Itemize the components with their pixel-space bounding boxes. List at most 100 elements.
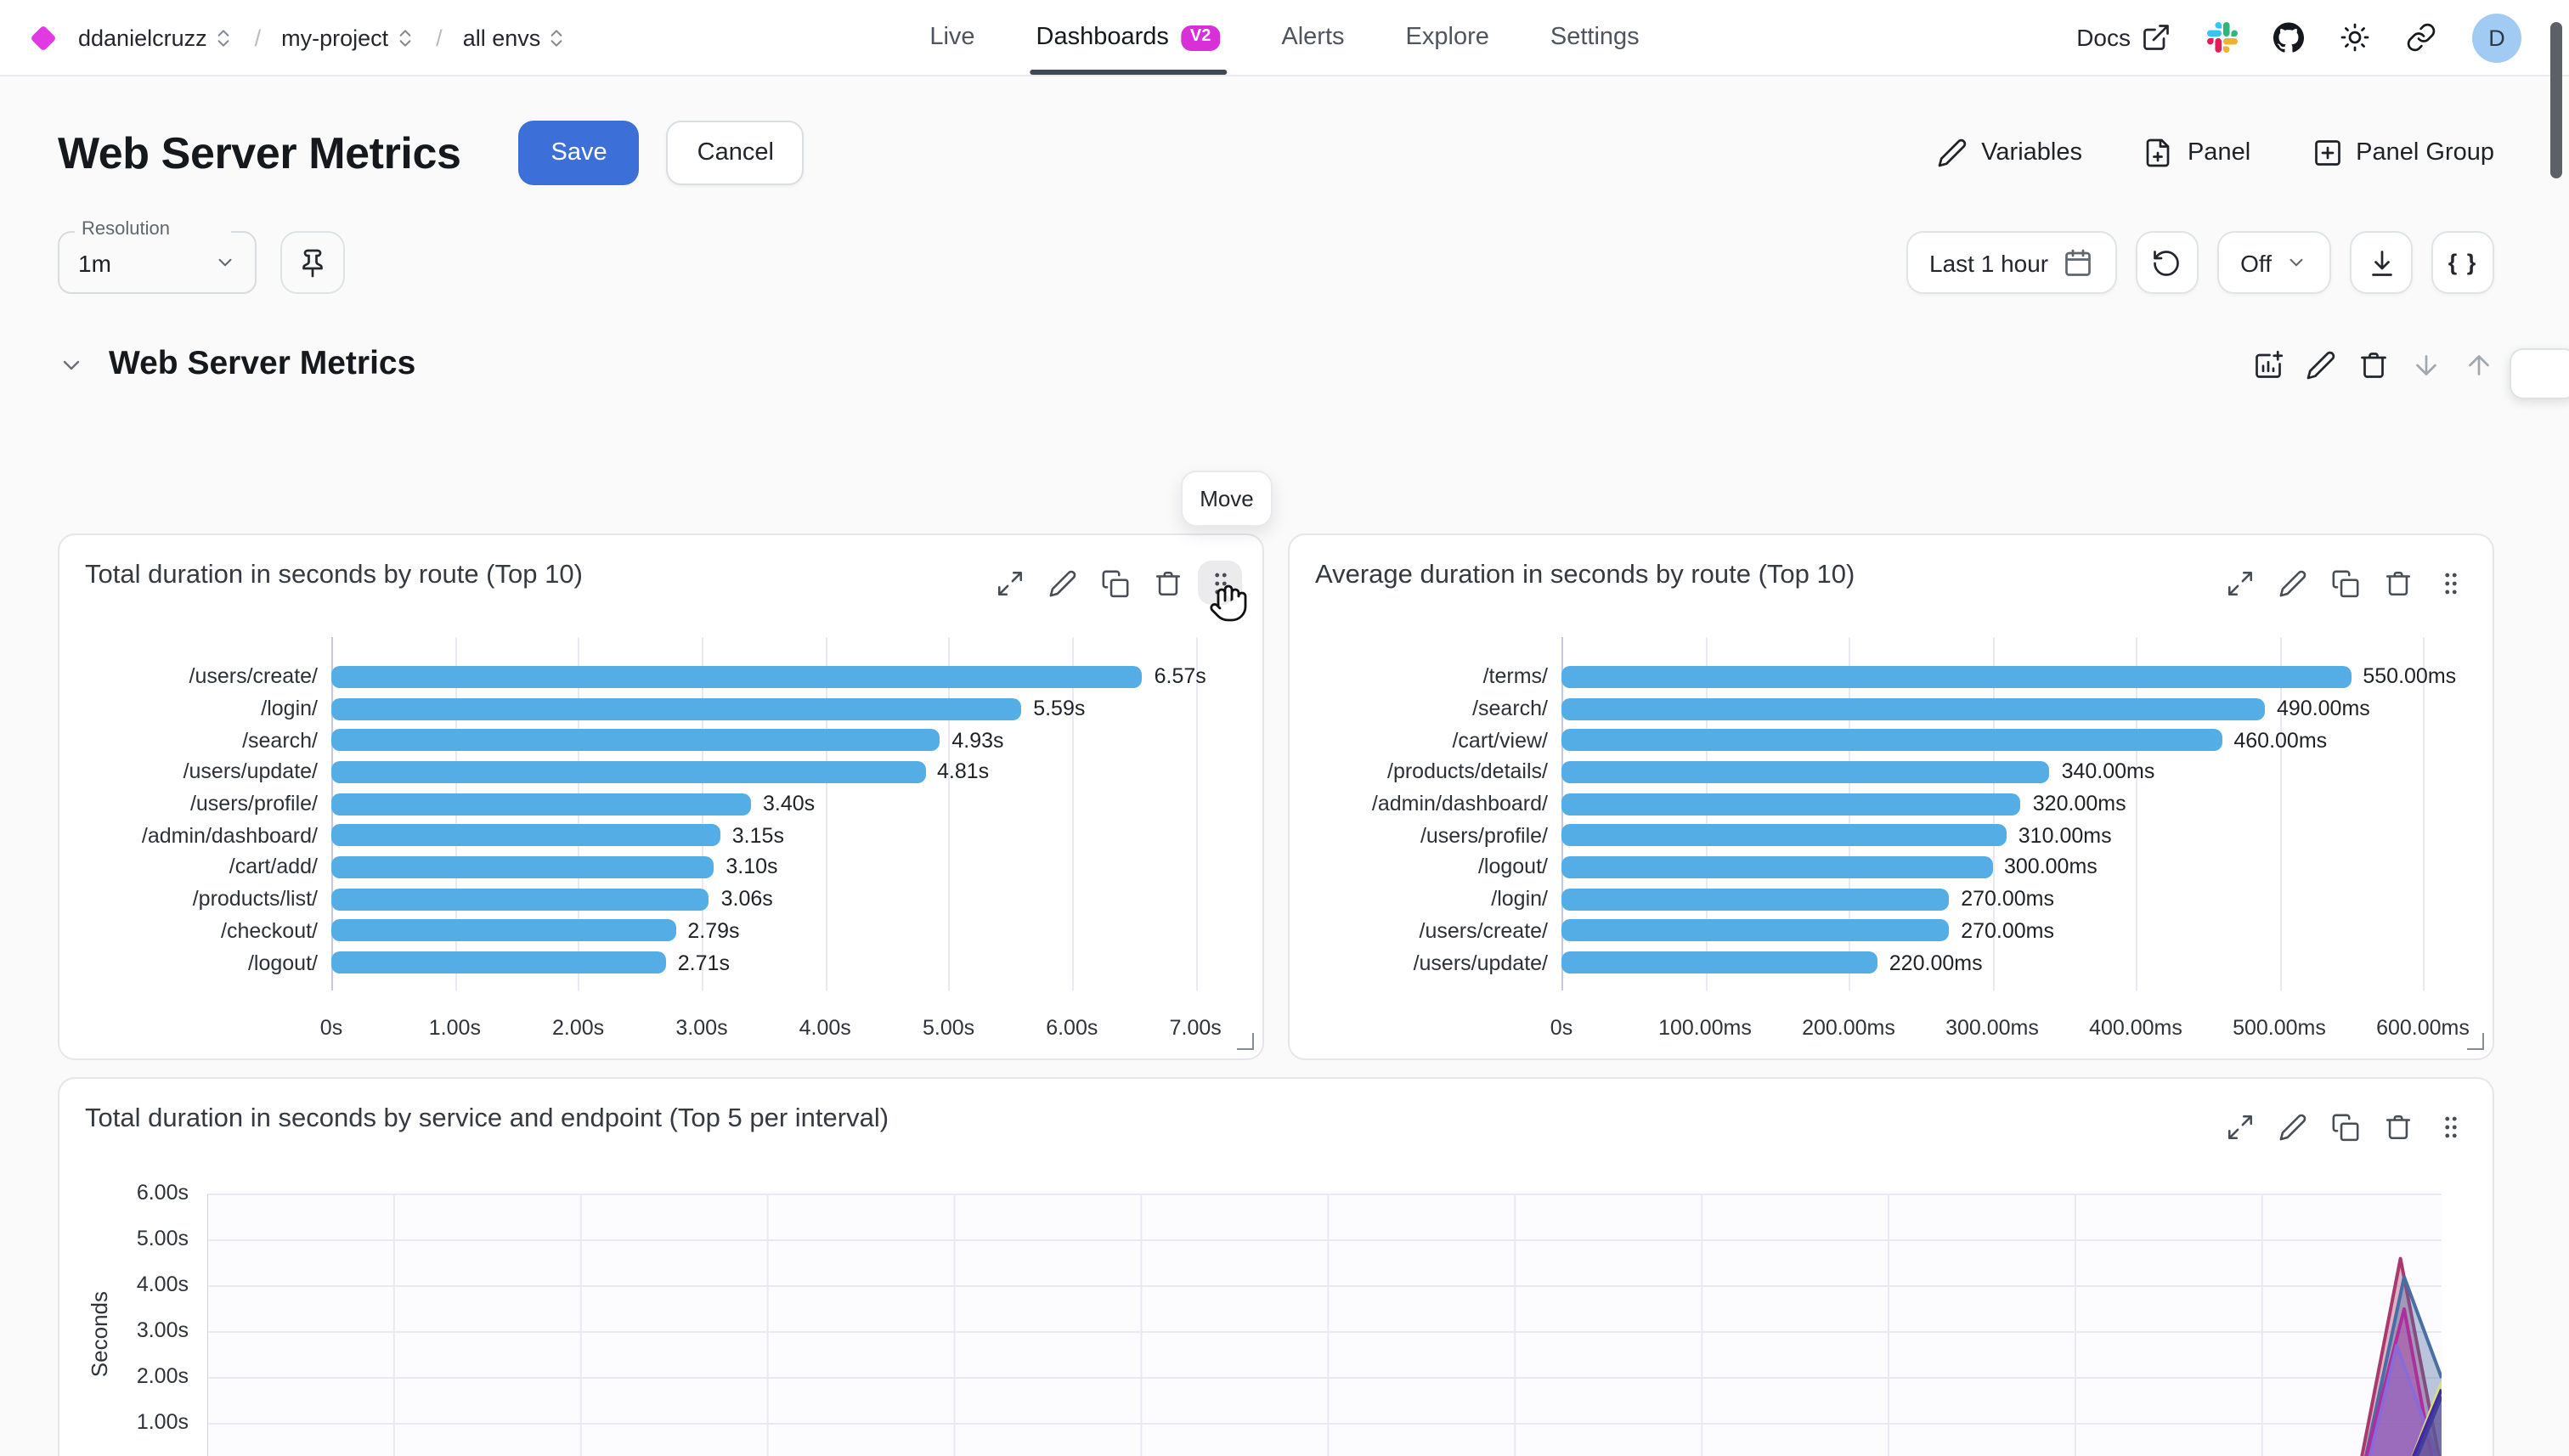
auto-refresh-select[interactable]: Off bbox=[2216, 231, 2331, 294]
edit-icon[interactable] bbox=[1040, 561, 1084, 605]
hand-cursor-icon bbox=[1208, 583, 1249, 624]
save-button[interactable]: Save bbox=[518, 121, 640, 185]
category-label: /products/details/ bbox=[1387, 759, 1548, 784]
expand-icon[interactable] bbox=[987, 561, 1031, 605]
bar[interactable] bbox=[1561, 888, 1950, 911]
panel-total-duration-by-route: Total duration in seconds by route (Top … bbox=[58, 533, 1264, 1060]
dashboard-toolbar: Resolution 1m Last 1 hour Off bbox=[58, 219, 2494, 294]
bar[interactable] bbox=[1561, 855, 1992, 878]
drag-handle-icon[interactable] bbox=[2428, 561, 2472, 605]
bar[interactable] bbox=[331, 697, 1022, 720]
value-label: 3.10s bbox=[726, 855, 778, 879]
bar[interactable] bbox=[1561, 793, 2021, 815]
add-chart-icon[interactable] bbox=[2253, 349, 2284, 380]
bar-chart: /users/create/6.57s/login/5.59s/search/4… bbox=[83, 637, 1239, 1040]
collapse-chevron-icon[interactable] bbox=[58, 351, 85, 378]
bar[interactable] bbox=[331, 760, 925, 783]
bar[interactable] bbox=[1561, 824, 2007, 847]
breadcrumb: ddanielcruzz / my-project / all envs bbox=[27, 24, 568, 51]
resize-handle-icon[interactable] bbox=[1237, 1033, 1254, 1050]
bar[interactable] bbox=[331, 919, 676, 942]
value-label: 320.00ms bbox=[2032, 792, 2126, 816]
bar[interactable] bbox=[331, 824, 720, 847]
panel-average-duration-by-route: Average duration in seconds by route (To… bbox=[1288, 533, 2494, 1060]
duplicate-icon[interactable] bbox=[2323, 1104, 2367, 1148]
duplicate-icon[interactable] bbox=[2323, 561, 2367, 605]
logo-icon[interactable] bbox=[30, 24, 57, 51]
vertical-scrollbar[interactable] bbox=[2550, 22, 2562, 178]
expand-icon[interactable] bbox=[2217, 561, 2261, 605]
edit-icon[interactable] bbox=[2270, 561, 2314, 605]
edit-icon[interactable] bbox=[2306, 349, 2336, 380]
delete-icon[interactable] bbox=[2375, 561, 2419, 605]
v2-badge: V2 bbox=[1180, 25, 1221, 50]
download-button[interactable] bbox=[2350, 231, 2413, 294]
bar-row: /terms/550.00ms bbox=[1313, 661, 2469, 692]
resize-handle-icon[interactable] bbox=[2467, 1033, 2484, 1050]
bar[interactable] bbox=[1561, 729, 2222, 752]
bar-row: /users/profile/310.00ms bbox=[1313, 820, 2469, 851]
resolution-select[interactable]: Resolution 1m bbox=[58, 219, 257, 294]
share-link-icon[interactable] bbox=[2406, 22, 2436, 53]
refresh-button[interactable] bbox=[2135, 231, 2199, 294]
github-icon[interactable] bbox=[2273, 22, 2304, 53]
bar[interactable] bbox=[1561, 919, 1950, 942]
delete-icon[interactable] bbox=[2358, 349, 2389, 380]
value-label: 2.79s bbox=[687, 918, 740, 943]
plot-area[interactable] bbox=[207, 1191, 2442, 1456]
variables-button[interactable]: Variables bbox=[1937, 138, 2082, 168]
add-panel-button[interactable]: Panel bbox=[2143, 138, 2250, 168]
tab-dashboards[interactable]: Dashboards V2 bbox=[1029, 0, 1228, 75]
docs-link[interactable]: Docs bbox=[2076, 22, 2171, 53]
move-down-icon[interactable] bbox=[2411, 349, 2442, 380]
tab-alerts[interactable]: Alerts bbox=[1281, 24, 1345, 51]
value-label: 270.00ms bbox=[1961, 887, 2054, 911]
delete-icon[interactable] bbox=[1145, 561, 1189, 605]
expand-icon[interactable] bbox=[2217, 1104, 2261, 1148]
bar[interactable] bbox=[331, 855, 714, 878]
category-label: /cart/add/ bbox=[229, 855, 318, 879]
add-panel-group-button[interactable]: Panel Group bbox=[2312, 138, 2494, 168]
breadcrumb-org[interactable]: ddanielcruzz bbox=[78, 25, 234, 50]
bar[interactable] bbox=[1561, 760, 2050, 783]
breadcrumb-env[interactable]: all envs bbox=[463, 25, 568, 50]
pin-button[interactable] bbox=[280, 231, 345, 294]
edit-icon[interactable] bbox=[2270, 1104, 2314, 1148]
value-label: 340.00ms bbox=[2061, 759, 2155, 784]
x-axis-labels: 0s 100.00ms 200.00ms 300.00ms 400.00ms 500.00… bbox=[1550, 1016, 2470, 1040]
bar[interactable] bbox=[331, 793, 751, 815]
value-label: 460.00ms bbox=[2233, 728, 2328, 753]
delete-icon[interactable] bbox=[2375, 1104, 2419, 1148]
bar[interactable] bbox=[1561, 951, 1877, 974]
duplicate-icon[interactable] bbox=[1093, 561, 1137, 605]
bar[interactable] bbox=[1561, 697, 2265, 720]
time-range-button[interactable]: Last 1 hour bbox=[1906, 231, 2117, 294]
bar[interactable] bbox=[331, 888, 709, 911]
tab-explore[interactable]: Explore bbox=[1405, 24, 1489, 51]
bar[interactable] bbox=[331, 665, 1143, 688]
category-label: /admin/dashboard/ bbox=[141, 823, 318, 848]
tab-live[interactable]: Live bbox=[929, 24, 975, 51]
value-label: 4.93s bbox=[951, 728, 1004, 753]
drag-handle-icon[interactable] bbox=[2428, 1104, 2472, 1148]
category-label: /users/create/ bbox=[189, 664, 318, 689]
move-up-icon[interactable] bbox=[2464, 349, 2494, 380]
cancel-button[interactable]: Cancel bbox=[666, 121, 805, 185]
corner-widget[interactable] bbox=[2510, 348, 2569, 399]
slack-icon[interactable] bbox=[2207, 22, 2238, 53]
breadcrumb-project[interactable]: my-project bbox=[281, 25, 415, 50]
bar-row: /users/profile/3.40s bbox=[83, 788, 1239, 820]
pin-icon bbox=[297, 247, 328, 278]
avatar[interactable]: D bbox=[2472, 13, 2521, 62]
bar[interactable] bbox=[331, 729, 940, 752]
theme-sun-icon[interactable] bbox=[2340, 22, 2370, 53]
bar-row: /logout/300.00ms bbox=[1313, 851, 2469, 883]
json-button[interactable]: { } bbox=[2431, 231, 2494, 294]
category-label: /users/create/ bbox=[1419, 918, 1548, 943]
bar-row: /search/4.93s bbox=[83, 725, 1239, 756]
bar[interactable] bbox=[1561, 665, 2352, 688]
tab-settings[interactable]: Settings bbox=[1550, 24, 1640, 51]
nav-right-actions: Docs D bbox=[2076, 13, 2542, 62]
bar[interactable] bbox=[331, 951, 666, 974]
breadcrumb-env-label: all envs bbox=[462, 25, 541, 50]
